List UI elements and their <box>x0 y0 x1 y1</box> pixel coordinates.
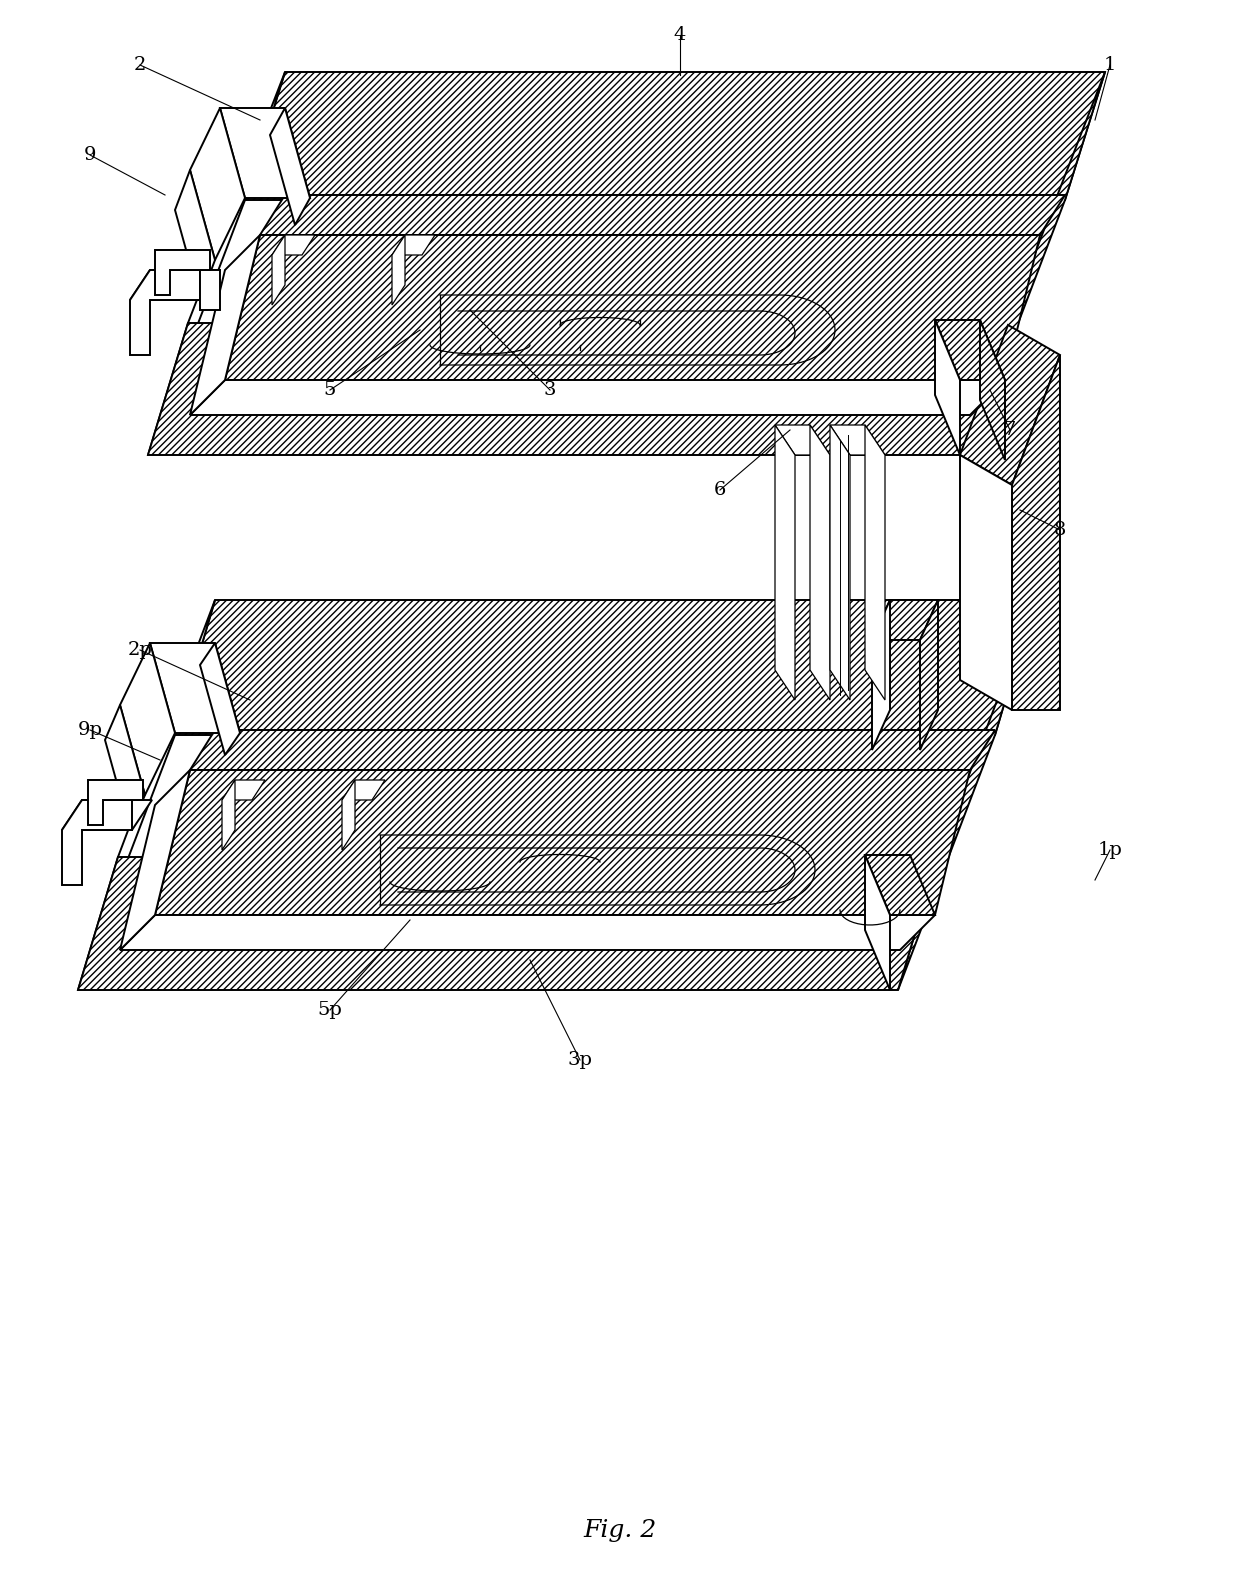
Text: 1: 1 <box>1104 55 1116 74</box>
Polygon shape <box>224 234 1040 380</box>
Polygon shape <box>898 600 1035 989</box>
Polygon shape <box>935 320 1004 380</box>
Polygon shape <box>190 380 1004 415</box>
Polygon shape <box>155 769 970 915</box>
Polygon shape <box>270 108 310 225</box>
Polygon shape <box>872 600 890 750</box>
Polygon shape <box>150 643 241 733</box>
Polygon shape <box>830 424 849 700</box>
Polygon shape <box>62 799 153 829</box>
Polygon shape <box>272 234 285 306</box>
Polygon shape <box>260 195 1065 234</box>
Polygon shape <box>105 704 145 829</box>
Polygon shape <box>960 454 1012 711</box>
Polygon shape <box>120 643 175 795</box>
Polygon shape <box>246 71 1105 199</box>
Polygon shape <box>392 234 435 255</box>
Polygon shape <box>920 600 937 750</box>
Polygon shape <box>78 600 215 989</box>
Text: 2: 2 <box>134 55 146 74</box>
Polygon shape <box>120 769 190 950</box>
Polygon shape <box>120 915 935 950</box>
Polygon shape <box>272 234 315 255</box>
Polygon shape <box>88 780 143 799</box>
Polygon shape <box>190 108 246 260</box>
Polygon shape <box>960 325 1060 484</box>
Text: 3p: 3p <box>568 1051 593 1069</box>
Polygon shape <box>866 424 885 700</box>
Polygon shape <box>190 730 994 769</box>
Text: 7: 7 <box>1004 421 1017 438</box>
Polygon shape <box>775 424 830 454</box>
Polygon shape <box>980 320 1004 461</box>
Polygon shape <box>62 799 131 885</box>
Text: 3: 3 <box>544 382 557 399</box>
Text: 8: 8 <box>1054 521 1066 538</box>
Polygon shape <box>78 856 937 989</box>
Polygon shape <box>866 855 935 915</box>
Text: Fig. 2: Fig. 2 <box>583 1518 657 1542</box>
Polygon shape <box>935 320 960 454</box>
Polygon shape <box>222 780 265 799</box>
Polygon shape <box>148 71 285 454</box>
Polygon shape <box>219 108 310 198</box>
Polygon shape <box>200 271 219 310</box>
Text: 5: 5 <box>324 382 336 399</box>
Polygon shape <box>810 424 830 700</box>
Text: 9p: 9p <box>77 720 103 739</box>
Polygon shape <box>830 424 885 454</box>
Polygon shape <box>175 169 215 301</box>
Polygon shape <box>148 323 1008 454</box>
Polygon shape <box>342 780 384 799</box>
Text: 2p: 2p <box>128 641 153 659</box>
Polygon shape <box>155 250 210 271</box>
Text: 5p: 5p <box>317 1000 342 1019</box>
Text: 9: 9 <box>84 146 97 165</box>
Polygon shape <box>175 600 1035 735</box>
Text: 6: 6 <box>714 481 727 499</box>
Polygon shape <box>88 780 143 825</box>
Polygon shape <box>200 643 241 755</box>
Text: 4: 4 <box>673 25 686 44</box>
Text: 1p: 1p <box>1097 841 1122 860</box>
Polygon shape <box>190 234 260 415</box>
Polygon shape <box>1012 355 1060 711</box>
Polygon shape <box>130 271 200 355</box>
Polygon shape <box>968 71 1105 454</box>
Polygon shape <box>222 780 236 850</box>
Polygon shape <box>155 250 210 294</box>
Polygon shape <box>392 234 405 306</box>
Polygon shape <box>130 271 219 301</box>
Polygon shape <box>342 780 355 850</box>
Polygon shape <box>775 424 795 700</box>
Polygon shape <box>866 855 890 989</box>
Polygon shape <box>872 600 937 640</box>
